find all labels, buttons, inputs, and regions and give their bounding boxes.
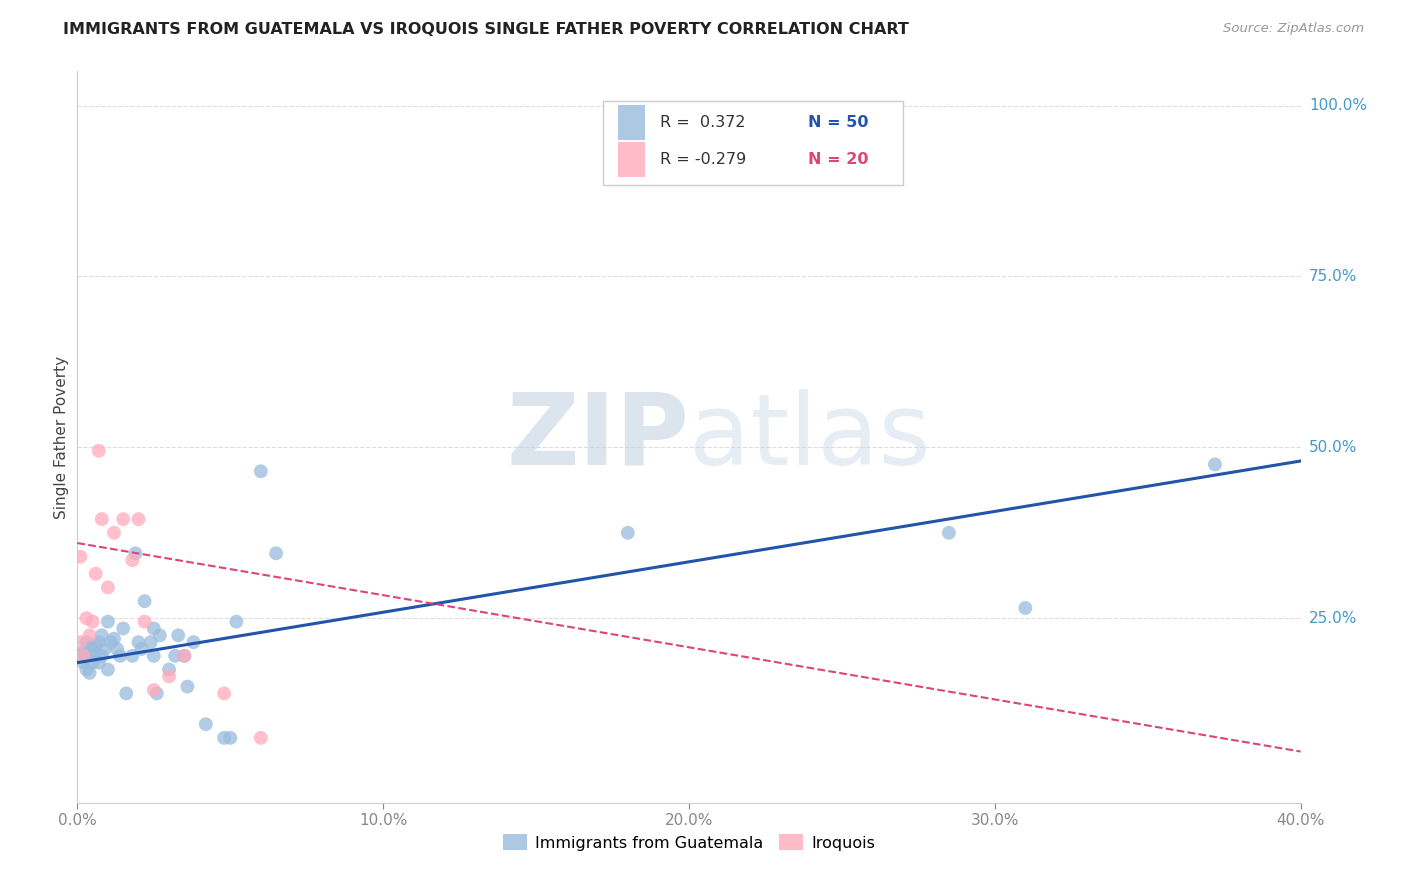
Point [105,642,128,657]
Point [127,512,149,526]
Text: atlas: atlas [689,389,931,485]
Point [79,628,101,642]
Point [212,731,235,745]
Point [225,615,247,629]
Point [157,669,180,683]
Point [103,525,125,540]
Text: R = -0.279: R = -0.279 [659,152,745,167]
Point [146,686,169,700]
Text: Source: ZipAtlas.com: Source: ZipAtlas.com [1223,22,1364,36]
Point [219,731,242,745]
Point [134,615,156,629]
Point [157,663,180,677]
Point [97,663,120,677]
Point [167,628,190,642]
Point [165,648,187,663]
Point [72,648,94,663]
Text: 100.0%: 100.0% [1309,98,1367,113]
Point [149,628,172,642]
Point [194,717,217,731]
Point [76,635,98,649]
Point [94,642,117,657]
Point [69,635,91,649]
Point [72,645,94,659]
Point [79,665,101,680]
Legend: Immigrants from Guatemala, Iroquois: Immigrants from Guatemala, Iroquois [496,828,882,857]
Point [121,648,143,663]
Text: R =  0.372: R = 0.372 [659,115,745,130]
Point [90,512,112,526]
Point [84,639,107,653]
Point [82,656,104,670]
Point [108,648,131,663]
Point [90,648,112,663]
Point [183,635,205,649]
Point [82,615,104,629]
Point [1204,458,1226,472]
Point [1014,601,1036,615]
Point [84,645,107,659]
Point [173,648,195,663]
Point [142,622,165,636]
Text: N = 50: N = 50 [807,115,868,130]
Point [127,635,149,649]
Point [131,642,153,657]
Point [212,686,235,700]
Text: 75.0%: 75.0% [1309,268,1357,284]
Point [176,680,198,694]
Text: IMMIGRANTS FROM GUATEMALA VS IROQUOIS SINGLE FATHER POVERTY CORRELATION CHART: IMMIGRANTS FROM GUATEMALA VS IROQUOIS SI… [63,22,910,37]
Point [617,525,640,540]
Point [134,594,156,608]
Y-axis label: Single Father Poverty: Single Father Poverty [53,356,69,518]
Point [121,553,143,567]
Bar [619,142,645,177]
Point [139,635,162,649]
Text: ZIP: ZIP [506,389,689,485]
FancyBboxPatch shape [603,101,903,185]
Point [97,581,120,595]
Point [115,686,138,700]
Point [100,635,122,649]
Point [69,549,91,564]
Point [142,683,165,698]
Point [250,464,273,478]
Text: N = 20: N = 20 [807,152,868,167]
Point [173,648,195,663]
Text: 50.0%: 50.0% [1309,440,1357,455]
Point [112,512,135,526]
Bar [619,105,645,140]
Point [142,648,165,663]
Point [82,648,104,663]
Point [124,546,146,560]
Point [79,639,101,653]
Point [69,648,91,663]
Point [76,611,98,625]
Point [112,622,135,636]
Point [103,632,125,646]
Text: 25.0%: 25.0% [1309,611,1357,625]
Point [90,628,112,642]
Point [250,731,273,745]
Point [84,566,107,581]
Point [87,635,110,649]
Point [938,525,960,540]
Point [87,443,110,458]
Point [87,656,110,670]
Point [264,546,287,560]
Point [76,663,98,677]
Point [97,615,120,629]
Point [72,656,94,670]
